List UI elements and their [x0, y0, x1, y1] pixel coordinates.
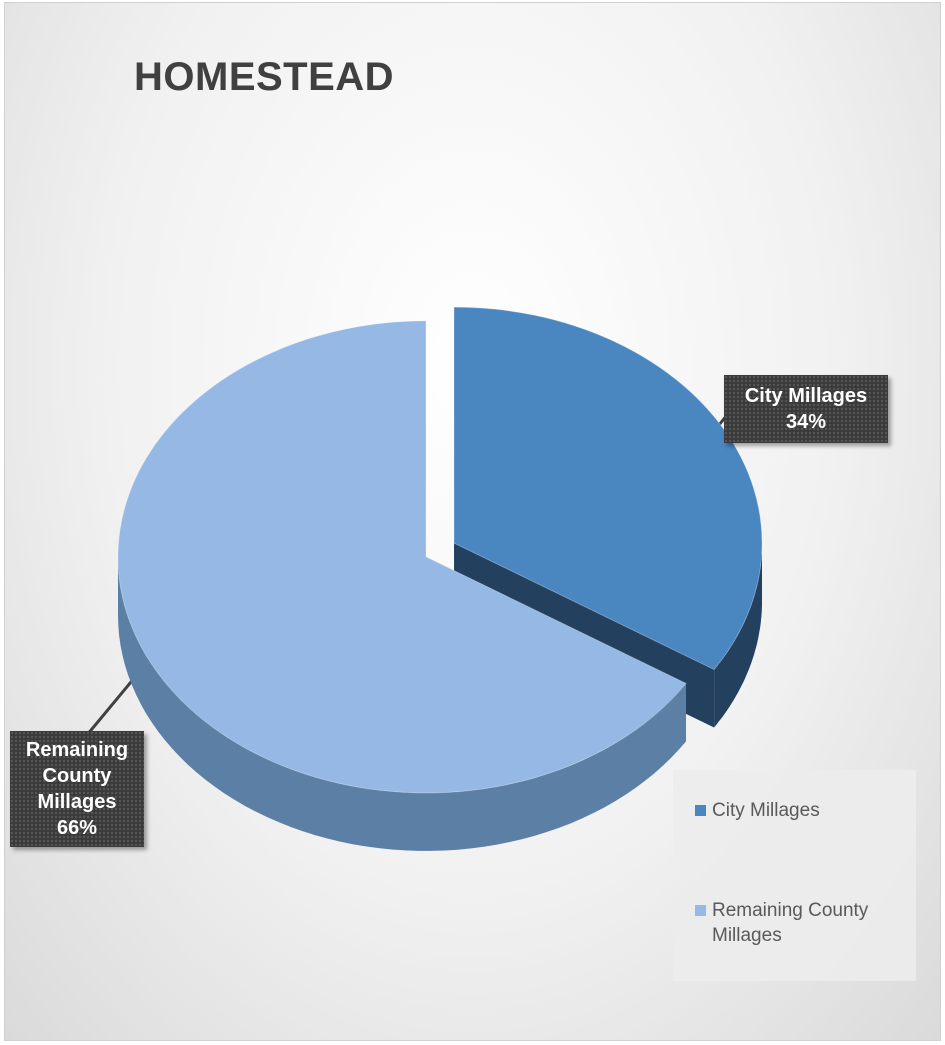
chart-legend: City Millages Remaining County Millages — [673, 770, 916, 981]
data-label-city-millages: City Millages 34% — [724, 375, 888, 443]
pie-chart — [85, 306, 763, 851]
legend-item-city-millages: City Millages — [695, 798, 902, 823]
data-label-remaining-county-millages: Remaining County Millages 66% — [10, 731, 144, 847]
legend-label-remaining: Remaining County Millages — [712, 900, 869, 946]
chart-area: HOMESTEAD City Millages 34% Remaining Co… — [4, 2, 941, 1041]
pie-slice-remaining-county-millages — [117, 320, 687, 794]
chart-title: HOMESTEAD — [134, 55, 395, 99]
pie-side-remaining-county-millages — [118, 556, 686, 851]
legend-swatch-city — [695, 805, 706, 816]
pie-side-city-millages — [714, 543, 762, 728]
legend-label-city: City Millages — [712, 800, 820, 821]
pie-slice-city-millages — [453, 306, 763, 671]
data-label-remaining-name: Remaining County Millages — [25, 739, 129, 813]
data-label-city-value: 34% — [785, 411, 827, 433]
data-label-remaining-value: 66% — [56, 817, 98, 839]
legend-item-remaining-county-millages: Remaining County Millages — [695, 898, 902, 948]
data-label-city-name: City Millages — [744, 385, 868, 407]
legend-swatch-remaining — [695, 905, 706, 916]
